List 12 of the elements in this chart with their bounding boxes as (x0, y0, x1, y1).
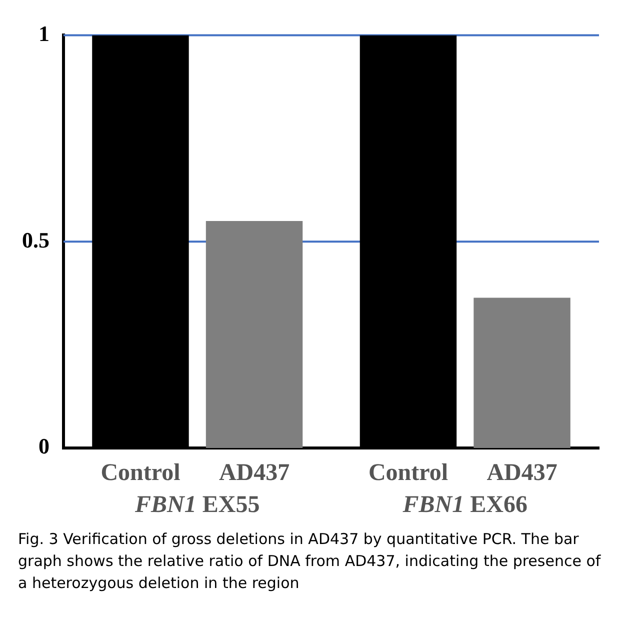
y-tick-label: 0 (38, 434, 50, 459)
y-tick-label: 0.5 (22, 227, 50, 252)
bar (206, 220, 303, 448)
series-label: Control (100, 460, 181, 486)
y-tick-label: 1 (38, 20, 50, 46)
bar (474, 298, 570, 448)
x-tick-label: FBN1 EX66 (402, 492, 528, 518)
text: AD437 (486, 460, 558, 486)
x-tick-label: FBN1 EX55 (134, 492, 260, 518)
text: Control (368, 460, 448, 486)
caption: Fig. 3 Verification of gross deletions in AD437 by quantitative PCR. The bar graph shows the relative ratio of DNA from AD437, indicating the presence of a heterozygous deletion in the region (17, 529, 602, 594)
series-label: AD437 (218, 460, 290, 486)
